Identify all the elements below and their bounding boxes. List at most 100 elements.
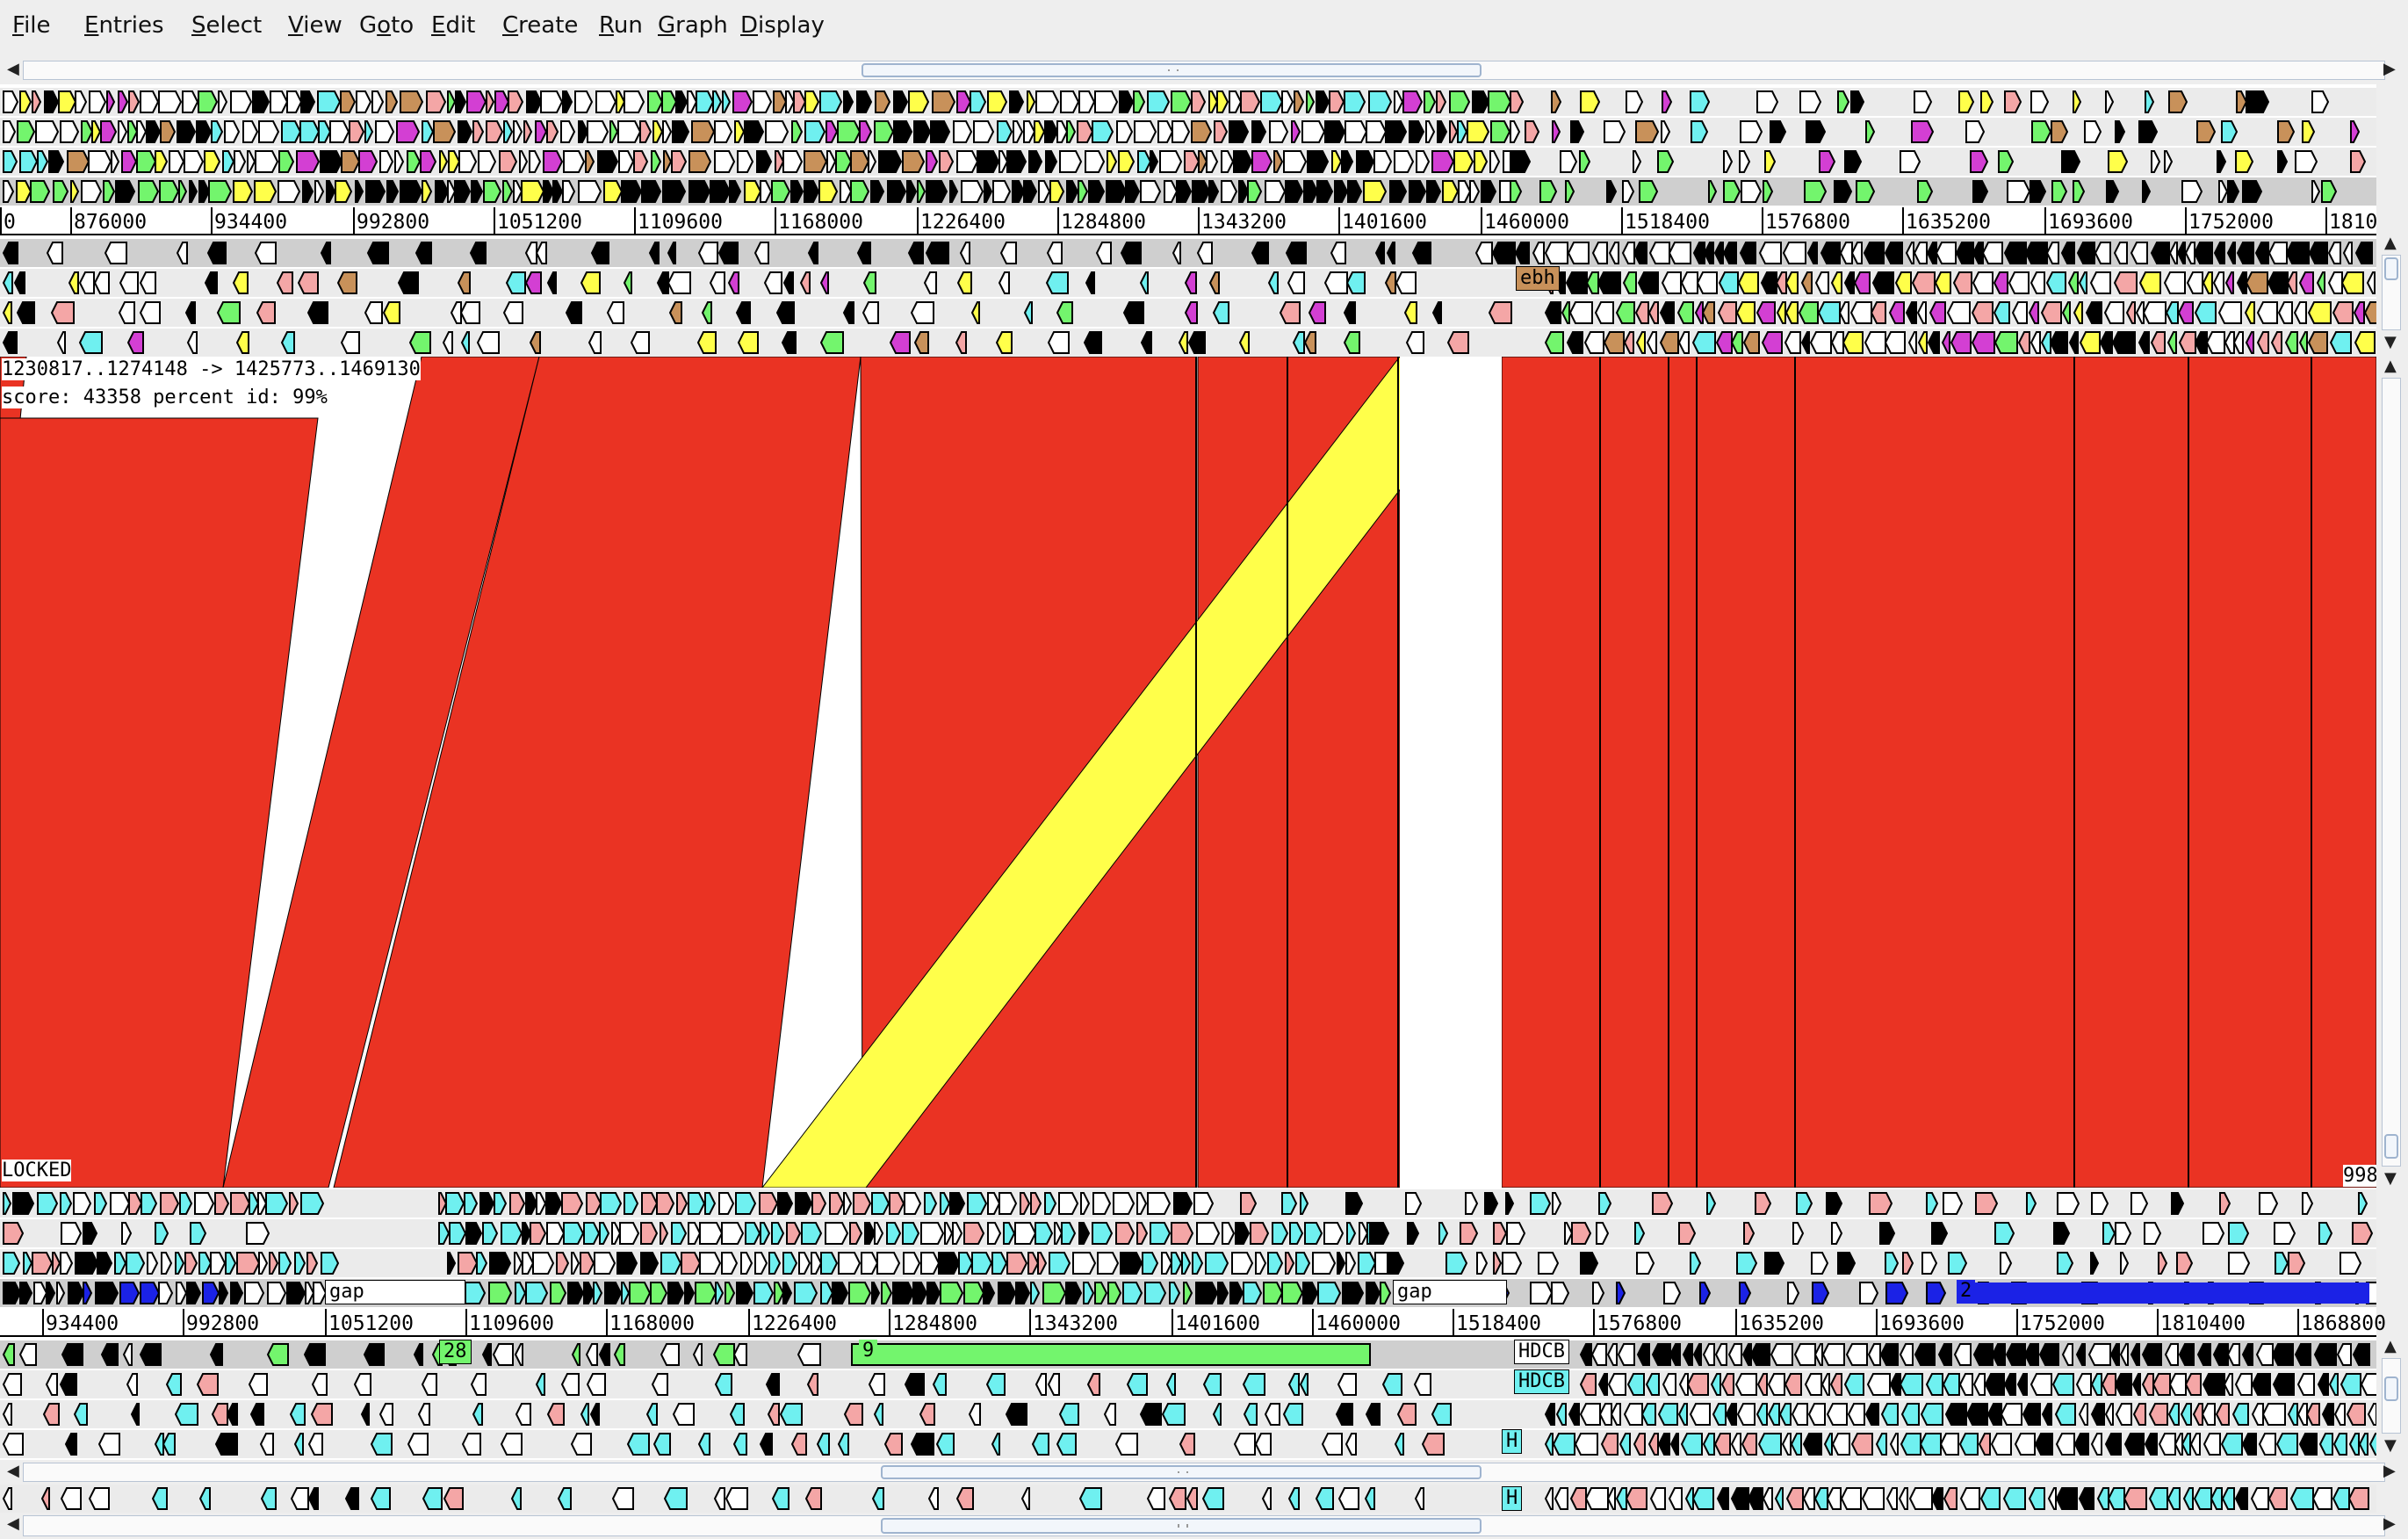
reverse-feature — [1238, 331, 1250, 354]
reverse-feature — [1668, 242, 1691, 264]
forward-feature — [1743, 1222, 1756, 1245]
forward-feature — [2277, 120, 2296, 143]
comparison-panel[interactable] — [0, 357, 2376, 1188]
left-arrow-icon[interactable]: ◀ — [7, 1514, 19, 1533]
menu-select[interactable]: Select — [191, 12, 263, 39]
reverse-feature — [1713, 1433, 1731, 1456]
forward-feature — [1247, 180, 1263, 203]
feature-label-28[interactable]: 28 — [439, 1340, 472, 1364]
forward-feature — [1770, 120, 1787, 143]
forward-feature — [1741, 180, 1763, 203]
menu-run[interactable]: Run — [599, 12, 643, 39]
reverse-feature — [2236, 242, 2254, 264]
scroll-thumb[interactable] — [2384, 257, 2398, 280]
forward-feature — [624, 90, 645, 113]
forward-feature — [68, 1282, 85, 1304]
feature-label-hdcb[interactable]: HDCB — [1514, 1340, 1569, 1364]
left-arrow-icon[interactable]: ◀ — [7, 60, 19, 78]
forward-feature — [892, 1282, 915, 1304]
reverse-feature — [1187, 331, 1206, 354]
reverse-feature — [1686, 1373, 1709, 1396]
reverse-feature — [729, 1403, 745, 1426]
scroll-thumb[interactable] — [881, 1518, 1482, 1534]
scroll-thumb[interactable] — [862, 63, 1482, 77]
forward-feature — [1812, 1282, 1830, 1304]
forward-feature — [2026, 1192, 2037, 1215]
scroll-thumb[interactable] — [2384, 1376, 2398, 1401]
menu-goto[interactable]: Goto — [359, 12, 415, 39]
forward-feature — [1538, 1252, 1560, 1275]
forward-feature — [876, 1252, 901, 1275]
forward-feature — [83, 1282, 93, 1304]
feature-label-2[interactable]: 2 — [1957, 1280, 1976, 1303]
left-arrow-icon[interactable]: ◀ — [7, 1462, 19, 1480]
reverse-feature — [417, 1403, 430, 1426]
forward-feature — [23, 1252, 33, 1275]
forward-feature — [340, 90, 357, 113]
forward-feature — [1192, 180, 1211, 203]
menu-view[interactable]: View — [288, 12, 342, 39]
reverse-feature — [1669, 1433, 1679, 1456]
right-arrow-icon[interactable]: ▶ — [2383, 1514, 2396, 1533]
reverse-feature — [1345, 271, 1366, 294]
feature-label-h[interactable]: H — [1502, 1429, 1523, 1454]
top-horizontal-scrollbar[interactable]: ◀ ▶ — [0, 58, 2408, 83]
menu-entries[interactable]: Entries — [84, 12, 164, 39]
reverse-feature — [2040, 301, 2062, 324]
menu-display[interactable]: Display — [740, 12, 825, 39]
menu-create[interactable]: Create — [502, 12, 579, 39]
bottom-vertical-scrollbar[interactable]: ▲ ▼ — [2376, 1337, 2406, 1455]
down-arrow-icon[interactable]: ▼ — [2384, 1169, 2397, 1188]
forward-feature — [583, 1282, 595, 1304]
right-arrow-icon[interactable]: ▶ — [2383, 60, 2396, 78]
reverse-feature — [701, 301, 712, 324]
forward-feature — [1173, 1192, 1193, 1215]
reverse-feature — [2178, 1343, 2195, 1366]
forward-feature — [864, 1222, 876, 1245]
overview-feature-strip[interactable] — [0, 1485, 2376, 1513]
feature-label-gap[interactable]: gap — [325, 1280, 465, 1304]
reverse-feature — [1677, 1403, 1688, 1426]
forward-feature — [1484, 1192, 1499, 1215]
menu-edit[interactable]: Edit — [431, 12, 476, 39]
up-arrow-icon[interactable]: ▲ — [2384, 234, 2397, 252]
feature-label-hdcb[interactable]: HDCB — [1514, 1369, 1569, 1394]
reverse-feature — [78, 331, 103, 354]
menu-graph[interactable]: Graph — [658, 12, 728, 39]
reverse-feature — [1842, 331, 1864, 354]
comparison-vertical-scrollbar[interactable]: ▲ ▼ — [2376, 357, 2406, 1188]
reverse-feature — [1254, 1433, 1272, 1456]
feature-label-ebh[interactable]: ebh — [1516, 266, 1560, 291]
reverse-feature — [2347, 1487, 2369, 1510]
forward-feature — [1740, 120, 1763, 143]
bottom-horizontal-scrollbar[interactable]: ◀ ▶ — [0, 1513, 2408, 1539]
forward-feature — [184, 1252, 198, 1275]
forward-feature — [886, 1222, 902, 1245]
forward-feature — [1060, 90, 1080, 113]
forward-feature — [1013, 120, 1024, 143]
feature-label-9[interactable]: 9 — [859, 1340, 878, 1362]
forward-feature — [704, 1192, 717, 1215]
scroll-thumb[interactable] — [881, 1465, 1482, 1479]
forward-feature — [777, 1192, 794, 1215]
reverse-feature — [2163, 271, 2186, 294]
reverse-feature — [1668, 1487, 1683, 1510]
scroll-thumb[interactable] — [2384, 1134, 2398, 1159]
reverse-feature — [2336, 1343, 2352, 1366]
forward-feature — [1356, 150, 1375, 173]
feature-label-h[interactable]: H — [1502, 1486, 1523, 1511]
top-feature-tracks[interactable] — [0, 84, 2376, 357]
up-arrow-icon[interactable]: ▲ — [2384, 357, 2397, 375]
up-arrow-icon[interactable]: ▲ — [2384, 1337, 2397, 1355]
reverse-feature — [470, 1373, 487, 1396]
menu-file[interactable]: File — [12, 12, 51, 39]
down-arrow-icon[interactable]: ▼ — [2384, 1436, 2397, 1455]
reverse-feature — [1335, 1403, 1353, 1426]
reverse-feature — [2068, 331, 2079, 354]
right-arrow-icon[interactable]: ▶ — [2383, 1462, 2396, 1480]
reverse-feature — [991, 1433, 1000, 1456]
feature-label-gap[interactable]: gap — [1393, 1280, 1507, 1304]
top-vertical-scrollbar[interactable]: ▲ ▼ — [2376, 234, 2406, 351]
middle-horizontal-scrollbar[interactable]: ◀ ▶ — [0, 1460, 2408, 1485]
down-arrow-icon[interactable]: ▼ — [2384, 333, 2397, 351]
